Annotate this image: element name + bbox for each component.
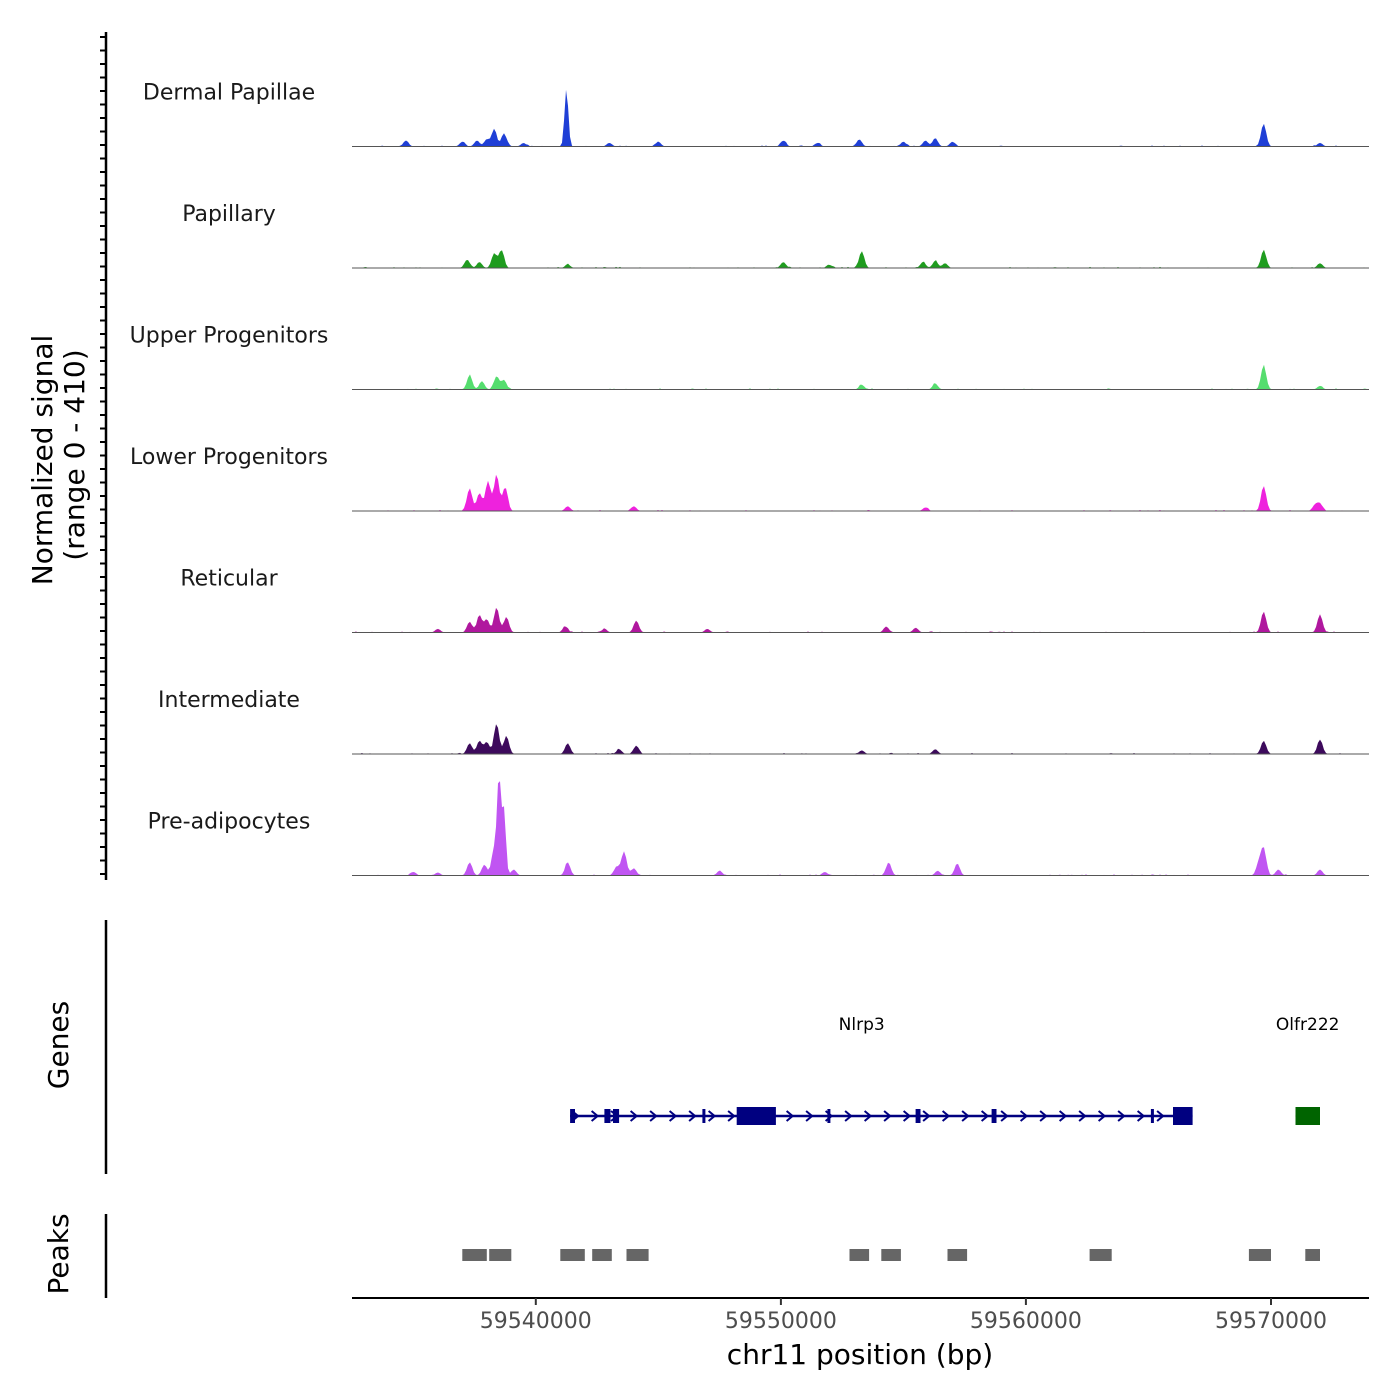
peaks-panel-label: Peaks xyxy=(42,1213,75,1294)
gene-exon xyxy=(613,1109,620,1123)
strand-arrow xyxy=(668,1110,678,1122)
track-signal-area xyxy=(352,724,1369,754)
track-signal-area xyxy=(352,474,1369,511)
track-label: Reticular xyxy=(180,567,278,592)
track-signal-area xyxy=(352,607,1369,633)
strand-arrow xyxy=(922,1110,931,1122)
strand-arrow xyxy=(688,1110,697,1122)
strand-arrow xyxy=(980,1110,990,1122)
gene-exon xyxy=(915,1109,921,1123)
gene-exon xyxy=(702,1109,706,1123)
strand-arrow xyxy=(961,1110,970,1122)
peak-region xyxy=(462,1249,487,1261)
genes-panel-label: Genes xyxy=(42,1001,75,1089)
track-signal-area xyxy=(352,89,1369,147)
strand-arrow xyxy=(1136,1110,1146,1122)
track-signal-area xyxy=(352,249,1369,268)
y-axis-title: Normalized signal xyxy=(26,335,59,586)
track-label: Papillary xyxy=(182,202,276,227)
gene-annotations: Nlrp3 Olfr222 xyxy=(570,1015,1339,1125)
strand-arrow xyxy=(649,1110,658,1122)
peak-region xyxy=(560,1249,585,1261)
gene-exon xyxy=(604,1109,611,1123)
gene-exon xyxy=(1295,1107,1320,1125)
gene-exon xyxy=(827,1109,831,1123)
peak-region xyxy=(626,1249,649,1261)
gene-label: Olfr222 xyxy=(1276,1015,1340,1035)
gene-label: Nlrp3 xyxy=(839,1015,885,1035)
peak-regions xyxy=(462,1249,1320,1261)
strand-arrow xyxy=(1019,1110,1029,1122)
strand-arrow xyxy=(1097,1110,1107,1122)
gene-exon xyxy=(1150,1109,1154,1123)
track-label: Lower Progenitors xyxy=(130,445,328,470)
x-tick-label: 59570000 xyxy=(1215,1309,1327,1334)
peak-region xyxy=(1089,1249,1112,1261)
coverage-tracks xyxy=(352,89,1369,876)
y-axis-subtitle: (range 0 - 410) xyxy=(58,349,91,560)
strand-arrow xyxy=(785,1110,795,1122)
strand-arrow xyxy=(863,1110,873,1122)
strand-arrow xyxy=(805,1110,814,1122)
coverage-y-ticks xyxy=(100,36,106,875)
strand-arrow xyxy=(629,1110,639,1122)
peak-region xyxy=(947,1249,968,1261)
x-tick-label: 59540000 xyxy=(480,1309,592,1334)
peak-region xyxy=(1248,1249,1271,1261)
track-labels: Dermal Papillae Papillary Upper Progenitor… xyxy=(130,81,329,835)
gene-exon xyxy=(570,1109,575,1123)
x-tick-label: 59560000 xyxy=(970,1309,1082,1334)
peak-region xyxy=(1305,1249,1320,1261)
gene-exon xyxy=(991,1109,997,1123)
track-label: Pre-adipocytes xyxy=(148,810,311,835)
x-tick-label: 59550000 xyxy=(725,1309,837,1334)
gene-exon xyxy=(1173,1107,1193,1125)
strand-arrow xyxy=(1117,1110,1126,1122)
strand-arrow xyxy=(1000,1110,1009,1122)
strand-arrow xyxy=(590,1110,600,1122)
strand-arrow xyxy=(883,1110,892,1122)
track-label: Upper Progenitors xyxy=(130,324,329,349)
strand-arrow xyxy=(1039,1110,1048,1122)
gene-exon xyxy=(736,1107,776,1125)
peak-region xyxy=(849,1249,870,1261)
strand-arrow xyxy=(941,1110,951,1122)
strand-arrow xyxy=(727,1110,736,1122)
strand-arrow xyxy=(1078,1110,1087,1122)
x-axis-ticks: 59540000 59550000 59560000 59570000 xyxy=(480,1298,1327,1334)
strand-arrow xyxy=(902,1110,912,1122)
track-signal-area xyxy=(352,781,1369,876)
peak-region xyxy=(881,1249,901,1261)
track-label: Intermediate xyxy=(158,688,300,713)
track-signal-area xyxy=(352,364,1369,390)
track-label: Dermal Papillae xyxy=(143,81,315,106)
peak-region xyxy=(592,1249,612,1261)
strand-arrow xyxy=(707,1110,717,1122)
peak-region xyxy=(489,1249,512,1261)
x-axis-title: chr11 position (bp) xyxy=(727,1338,993,1371)
strand-arrow xyxy=(1058,1110,1068,1122)
strand-arrow xyxy=(844,1110,853,1122)
strand-arrow xyxy=(1156,1110,1165,1122)
